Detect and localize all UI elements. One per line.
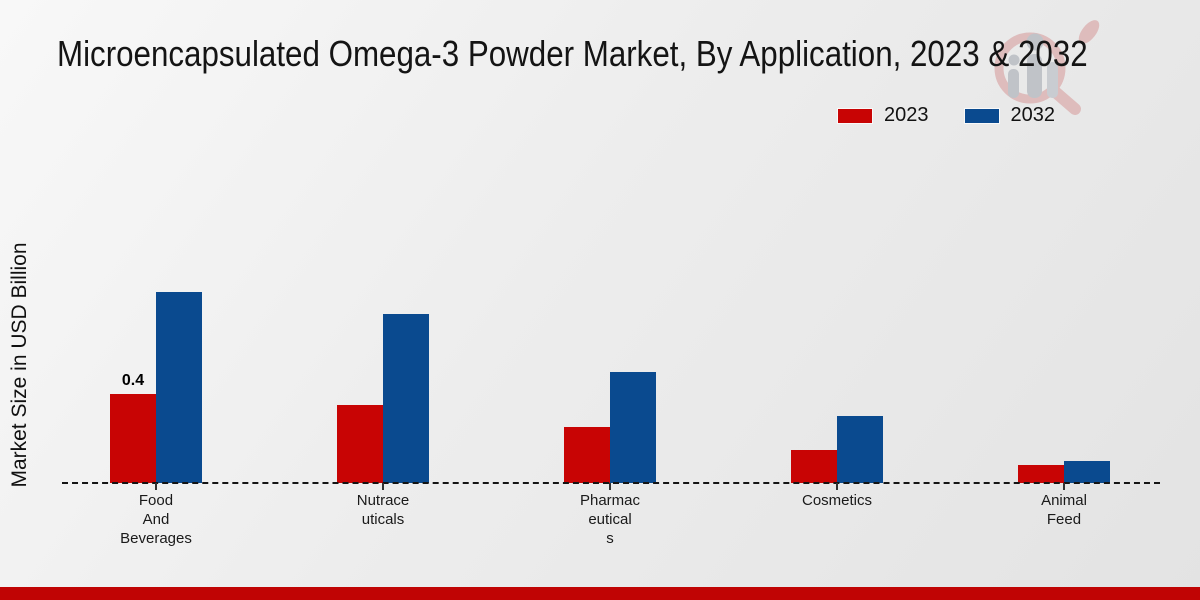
bar-2032-pharmaceuticals [610,372,656,483]
category-label-nutraceuticals: Nutrace uticals [356,492,410,528]
category-label-pharmaceuticals: Pharmac eutical s [579,492,641,547]
x-axis-baseline [62,482,1160,484]
bar-2032-animal-feed [1064,461,1110,483]
axis-tick [836,483,838,490]
data-label-2023-food-and-beverages: 0.4 [121,372,145,389]
axis-tick [155,483,157,490]
footer-bar [0,587,1200,600]
legend-label-2032: 2032 [1010,104,1056,126]
bar-2032-food-and-beverages [156,292,202,483]
axis-tick [1063,483,1065,490]
legend-label-2023: 2023 [884,104,929,126]
category-label-cosmetics: Cosmetics [801,492,872,509]
bar-2023-food-and-beverages [110,394,156,483]
legend-swatch-2032-icon [964,108,999,123]
legend: 2023 2032 [838,104,1055,127]
legend-item-2032: 2032 [964,104,1056,127]
y-axis-label: Market Size in USD Billion [8,242,31,488]
bar-2023-nutraceuticals [337,405,383,483]
axis-tick [609,483,611,490]
page-title: Microencapsulated Omega-3 Powder Market,… [57,33,1088,74]
category-label-animal-feed: Animal Feed [1041,492,1087,528]
legend-swatch-2023-icon [838,108,872,123]
category-label-food-and-beverages: Food And Beverages [120,492,192,547]
magnifier-bar-chart-logo-icon [994,20,1100,115]
bar-2023-cosmetics [791,450,837,483]
bar-2032-cosmetics [837,416,883,483]
bar-2023-pharmaceuticals [564,427,610,483]
axis-tick [382,483,384,490]
bar-2032-nutraceuticals [383,314,429,483]
bar-2023-animal-feed [1018,465,1064,483]
legend-item-2023: 2023 [838,104,929,127]
